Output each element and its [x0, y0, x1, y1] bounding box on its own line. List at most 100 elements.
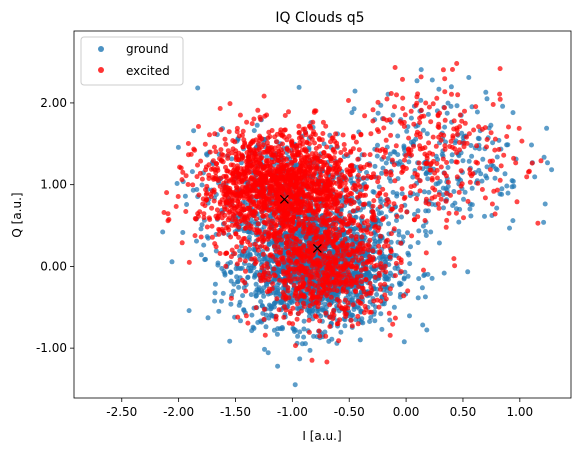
data-point-excited: [294, 316, 300, 322]
data-point-excited: [444, 160, 450, 165]
data-point-excited: [287, 309, 293, 314]
data-point-excited: [330, 271, 336, 277]
data-point-ground: [457, 206, 463, 212]
data-point-ground: [406, 252, 412, 258]
data-point-excited: [368, 131, 374, 137]
data-point-ground: [256, 289, 262, 295]
data-point-ground: [423, 233, 429, 238]
data-point-ground: [401, 276, 407, 282]
data-point-excited: [262, 176, 268, 182]
data-point-ground: [484, 164, 490, 170]
data-point-excited: [297, 245, 303, 251]
data-point-ground: [425, 111, 431, 117]
data-point-ground: [186, 308, 192, 314]
data-point-excited: [222, 220, 227, 226]
data-point-excited: [358, 227, 364, 233]
data-point-excited: [362, 303, 368, 309]
data-point-excited: [372, 274, 378, 280]
data-point-excited: [308, 125, 314, 131]
data-point-excited: [233, 192, 239, 198]
data-point-excited: [275, 167, 280, 173]
data-point-excited: [400, 106, 406, 111]
data-point-ground: [448, 84, 454, 90]
data-point-excited: [355, 156, 361, 162]
data-point-excited: [269, 166, 275, 172]
data-point-ground: [479, 178, 485, 184]
data-point-ground: [510, 110, 516, 116]
data-point-excited: [374, 262, 380, 268]
data-point-excited: [458, 168, 464, 174]
data-point-ground: [271, 290, 276, 296]
data-point-excited: [282, 113, 288, 118]
data-point-excited: [377, 273, 383, 278]
data-point-excited: [378, 298, 384, 304]
data-point-excited: [302, 199, 308, 205]
data-point-excited: [298, 152, 304, 158]
data-point-excited: [315, 184, 320, 190]
data-point-excited: [291, 235, 297, 241]
data-point-excited: [398, 260, 404, 266]
data-point-excited: [362, 201, 368, 207]
data-point-excited: [389, 206, 395, 212]
data-point-excited: [291, 276, 297, 282]
data-point-ground: [529, 142, 534, 148]
data-point-excited: [450, 67, 455, 72]
data-point-excited: [363, 291, 369, 297]
data-point-ground: [414, 192, 420, 198]
data-point-excited: [301, 174, 307, 180]
data-point-ground: [212, 290, 218, 296]
data-point-ground: [239, 265, 245, 271]
data-point-ground: [469, 153, 475, 159]
data-point-excited: [208, 191, 214, 197]
data-point-ground: [425, 176, 431, 182]
data-point-excited: [330, 221, 336, 227]
data-point-ground: [437, 179, 443, 184]
data-point-excited: [216, 231, 222, 237]
data-point-excited: [249, 194, 255, 200]
data-point-excited: [234, 261, 240, 267]
data-point-ground: [364, 270, 370, 276]
data-point-ground: [370, 189, 376, 195]
data-point-excited: [281, 157, 287, 163]
data-point-excited: [452, 263, 458, 269]
data-point-excited: [349, 233, 354, 239]
data-point-excited: [217, 201, 223, 207]
data-point-excited: [535, 220, 541, 226]
data-point-ground: [388, 239, 394, 245]
data-point-excited: [237, 112, 243, 118]
data-point-excited: [243, 313, 249, 319]
data-point-ground: [423, 228, 428, 234]
data-point-excited: [221, 180, 227, 186]
data-point-excited: [204, 224, 210, 230]
data-point-excited: [361, 310, 367, 316]
data-point-ground: [199, 222, 205, 228]
data-point-ground: [419, 285, 425, 291]
data-point-ground: [442, 124, 448, 130]
data-point-ground: [444, 110, 450, 116]
data-point-excited: [259, 209, 265, 215]
data-point-excited: [330, 174, 336, 180]
data-point-excited: [241, 236, 246, 242]
data-point-excited: [264, 261, 270, 267]
data-point-ground: [488, 122, 494, 128]
data-point-excited: [391, 226, 397, 232]
data-point-excited: [223, 173, 229, 179]
data-point-excited: [344, 167, 350, 173]
data-point-excited: [212, 131, 218, 137]
data-point-excited: [256, 199, 262, 205]
data-point-excited: [300, 189, 306, 195]
data-point-excited: [226, 195, 231, 201]
data-point-ground: [301, 326, 307, 332]
data-point-ground: [221, 269, 227, 274]
data-point-excited: [186, 259, 192, 265]
data-point-excited: [211, 189, 217, 195]
data-point-excited: [209, 205, 215, 211]
data-point-excited: [327, 287, 333, 293]
data-point-excited: [328, 294, 334, 300]
data-point-excited: [217, 106, 223, 111]
data-point-excited: [387, 254, 393, 260]
data-point-excited: [331, 166, 336, 171]
data-point-excited: [276, 307, 282, 313]
data-point-excited: [313, 260, 319, 266]
data-point-excited: [351, 200, 357, 205]
